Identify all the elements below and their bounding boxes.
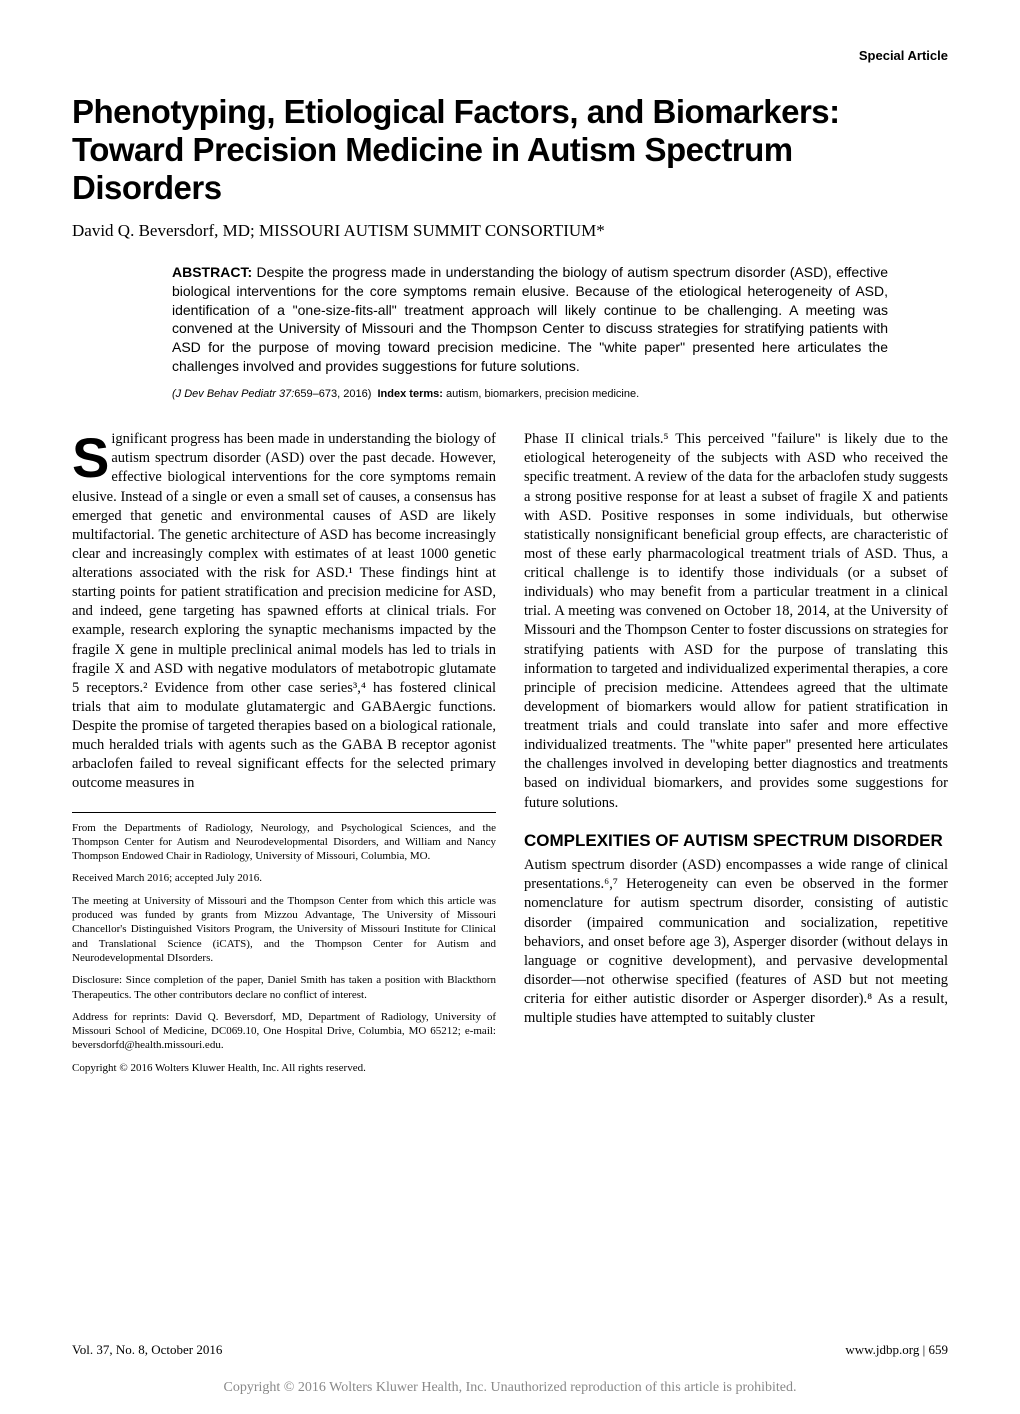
copyright-strip: Copyright © 2016 Wolters Kluwer Health, … — [0, 1380, 1020, 1396]
footer-url: www.jdbp.org — [845, 1342, 919, 1357]
footer-sep: | — [919, 1342, 928, 1357]
citation-pages: 659–673, 2016) — [294, 388, 371, 400]
footer-page-number: 659 — [929, 1342, 949, 1357]
footnote-copyright: Copyright © 2016 Wolters Kluwer Health, … — [72, 1061, 496, 1075]
body-columns: Significant progress has been made in un… — [72, 430, 948, 1083]
page-footer: Vol. 37, No. 8, October 2016 www.jdbp.or… — [72, 1342, 948, 1358]
article-title: Phenotyping, Etiological Factors, and Bi… — [72, 93, 948, 207]
body-para-1: Significant progress has been made in un… — [72, 430, 496, 793]
footnote-disclosure: Disclosure: Since completion of the pape… — [72, 973, 496, 1002]
citation-journal: (J Dev Behav Pediatr 37: — [172, 388, 294, 400]
index-terms-label: Index terms: — [378, 388, 443, 400]
section-heading-complexities: COMPLEXITIES OF AUTISM SPECTRUM DISORDER — [524, 831, 948, 851]
abstract-text: ABSTRACT: Despite the progress made in u… — [172, 263, 888, 376]
body-col1-text: ignificant progress has been made in und… — [72, 431, 496, 791]
footnote-affiliation: From the Departments of Radiology, Neuro… — [72, 821, 496, 864]
abstract-body: Despite the progress made in understandi… — [172, 264, 888, 374]
footnote-funding: The meeting at University of Missouri an… — [72, 894, 496, 965]
footnote-dates: Received March 2016; accepted July 2016. — [72, 871, 496, 885]
citation-line: (J Dev Behav Pediatr 37:659–673, 2016) I… — [72, 388, 948, 400]
dropcap: S — [72, 436, 109, 481]
footer-left: Vol. 37, No. 8, October 2016 — [72, 1342, 222, 1358]
author-line: David Q. Beversdorf, MD; MISSOURI AUTISM… — [72, 221, 948, 241]
section-label: Special Article — [72, 48, 948, 63]
footnote-rule — [72, 812, 496, 813]
body-col2-para2: Autism spectrum disorder (ASD) encompass… — [524, 856, 948, 1028]
column-left: Significant progress has been made in un… — [72, 430, 496, 1083]
column-right: Phase II clinical trials.⁵ This perceive… — [524, 430, 948, 1083]
footer-right: www.jdbp.org | 659 — [845, 1342, 948, 1358]
footnote-reprints: Address for reprints: David Q. Beversdor… — [72, 1010, 496, 1053]
abstract-label: ABSTRACT: — [172, 264, 252, 280]
index-terms: autism, biomarkers, precision medicine. — [446, 388, 639, 400]
abstract-block: ABSTRACT: Despite the progress made in u… — [72, 263, 948, 376]
body-col2-para1: Phase II clinical trials.⁵ This perceive… — [524, 430, 948, 813]
